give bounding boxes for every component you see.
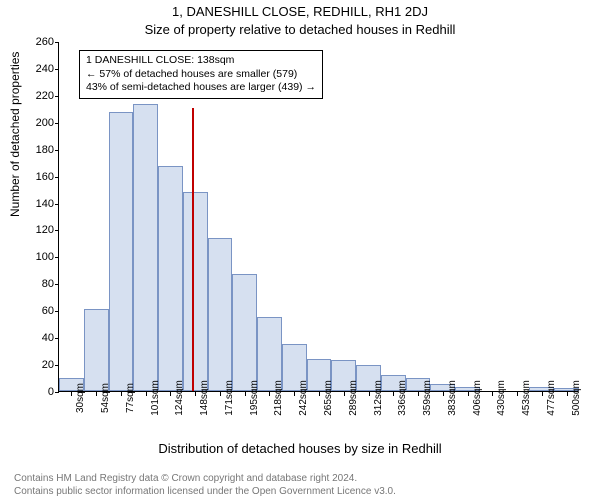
x-tick-mark (121, 392, 122, 396)
x-tick-mark (195, 392, 196, 396)
y-axis-label: Number of detached properties (8, 52, 22, 217)
y-tick-mark (55, 69, 59, 70)
x-tick-mark (319, 392, 320, 396)
y-tick-label: 260 (24, 36, 54, 48)
title-subtitle: Size of property relative to detached ho… (0, 22, 600, 37)
x-tick-mark (146, 392, 147, 396)
y-tick-mark (55, 42, 59, 43)
y-tick-mark (55, 204, 59, 205)
x-tick-label: 500sqm (571, 380, 582, 416)
x-tick-mark (393, 392, 394, 396)
annotation-line-1: 1 DANESHILL CLOSE: 138sqm (86, 54, 316, 68)
y-tick-mark (55, 150, 59, 151)
credit-line-2: Contains public sector information licen… (14, 486, 396, 497)
y-tick-mark (55, 177, 59, 178)
y-tick-label: 120 (24, 224, 54, 236)
x-tick-mark (220, 392, 221, 396)
y-tick-label: 240 (24, 63, 54, 75)
x-tick-mark (517, 392, 518, 396)
x-tick-mark (294, 392, 295, 396)
x-tick-mark (443, 392, 444, 396)
y-tick-mark (55, 230, 59, 231)
x-tick-mark (344, 392, 345, 396)
histogram-bar (158, 166, 183, 391)
x-tick-label: 477sqm (546, 380, 557, 416)
x-tick-label: 406sqm (472, 380, 483, 416)
x-tick-mark (71, 392, 72, 396)
y-tick-label: 200 (24, 117, 54, 129)
y-tick-label: 80 (24, 278, 54, 290)
x-tick-mark (170, 392, 171, 396)
y-tick-mark (55, 311, 59, 312)
annotation-line-3: 43% of semi-detached houses are larger (… (86, 81, 316, 95)
y-tick-label: 140 (24, 198, 54, 210)
y-tick-mark (55, 392, 59, 393)
x-tick-mark (269, 392, 270, 396)
y-tick-label: 40 (24, 332, 54, 344)
x-tick-label: 453sqm (521, 380, 532, 416)
x-tick-mark (542, 392, 543, 396)
histogram-bar (133, 104, 158, 391)
x-axis-label: Distribution of detached houses by size … (0, 441, 600, 456)
credit-line-1: Contains HM Land Registry data © Crown c… (14, 473, 357, 484)
x-tick-mark (492, 392, 493, 396)
x-tick-mark (96, 392, 97, 396)
y-tick-mark (55, 96, 59, 97)
y-tick-mark (55, 257, 59, 258)
histogram-bar (109, 112, 134, 391)
x-tick-mark (468, 392, 469, 396)
histogram-bar (232, 274, 257, 391)
y-tick-mark (55, 365, 59, 366)
y-tick-label: 0 (24, 386, 54, 398)
title-address: 1, DANESHILL CLOSE, REDHILL, RH1 2DJ (0, 4, 600, 19)
y-tick-label: 20 (24, 359, 54, 371)
y-tick-mark (55, 338, 59, 339)
histogram-bar (84, 309, 109, 391)
y-tick-label: 60 (24, 305, 54, 317)
annotation-line-2: ← 57% of detached houses are smaller (57… (86, 68, 316, 82)
chart-container: 1, DANESHILL CLOSE, REDHILL, RH1 2DJ Siz… (0, 0, 600, 500)
histogram-bar (208, 238, 233, 391)
annotation-box: 1 DANESHILL CLOSE: 138sqm← 57% of detach… (79, 50, 323, 99)
y-tick-label: 180 (24, 144, 54, 156)
y-tick-label: 100 (24, 251, 54, 263)
x-tick-mark (245, 392, 246, 396)
x-tick-label: 383sqm (447, 380, 458, 416)
reference-marker-line (192, 108, 194, 392)
x-tick-mark (567, 392, 568, 396)
y-tick-mark (55, 123, 59, 124)
y-tick-mark (55, 284, 59, 285)
histogram-bar (183, 192, 208, 391)
x-tick-label: 430sqm (496, 380, 507, 416)
y-tick-label: 220 (24, 90, 54, 102)
y-tick-label: 160 (24, 171, 54, 183)
x-tick-mark (418, 392, 419, 396)
plot-area: 02040608010012014016018020022024026030sq… (58, 42, 578, 392)
x-tick-mark (369, 392, 370, 396)
